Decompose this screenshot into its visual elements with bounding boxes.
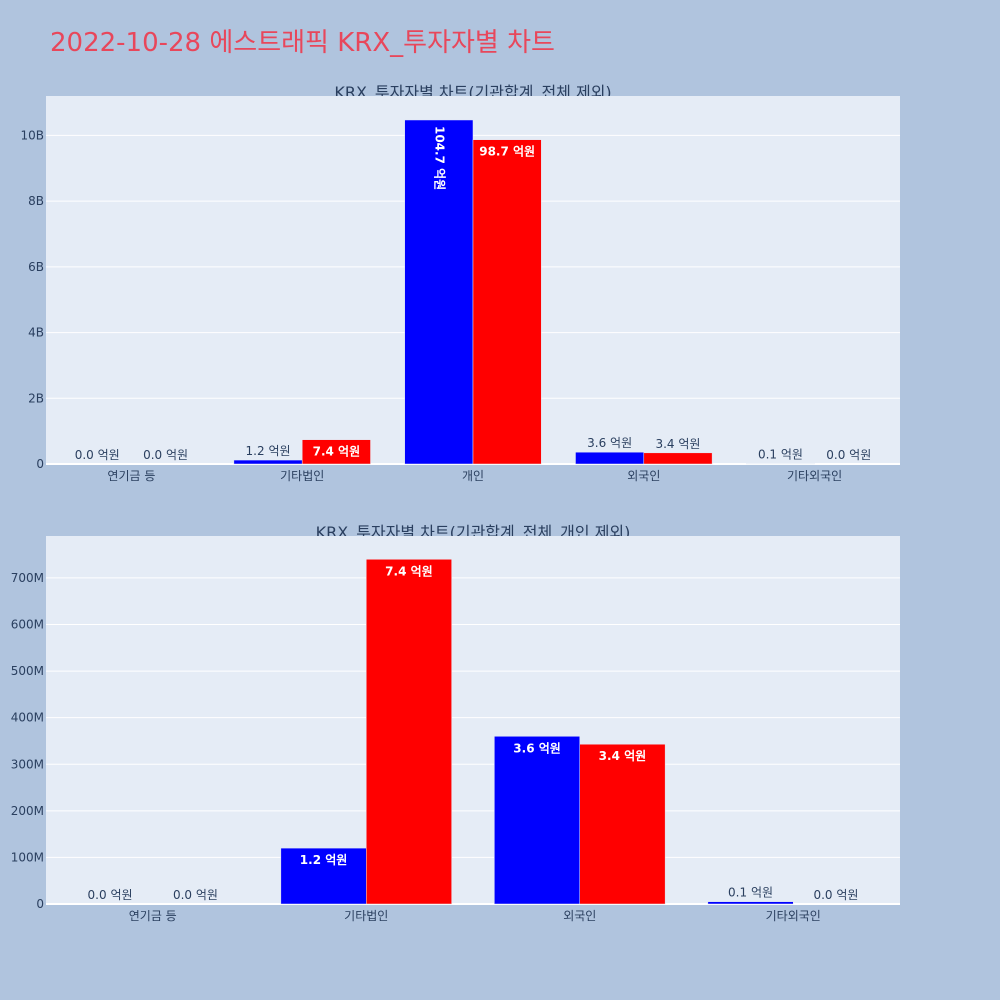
data-label: 98.7 억원: [479, 145, 535, 159]
x-tick-label: 연기금 등: [107, 469, 155, 483]
bar: [301, 439, 371, 465]
bar: [707, 901, 794, 905]
y-tick-label: 10B: [20, 128, 44, 142]
data-label: 0.0 억원: [88, 888, 133, 902]
y-tick-label: 6B: [28, 260, 44, 274]
y-tick-label: 400M: [11, 711, 44, 725]
y-tick-label: 4B: [28, 326, 44, 340]
data-label: 3.4 억원: [599, 749, 647, 763]
data-label: 7.4 억원: [313, 445, 361, 459]
y-tick-label: 0: [36, 457, 44, 471]
bar: [280, 847, 367, 905]
plot-area: [46, 536, 900, 904]
data-label: 3.4 억원: [655, 437, 700, 451]
data-label: 1.2 억원: [246, 444, 291, 458]
x-tick-label: 개인: [462, 469, 484, 483]
bar: [575, 451, 645, 465]
x-tick-label: 외국인: [627, 469, 660, 483]
x-tick-label: 기타외국인: [766, 909, 821, 923]
x-tick-label: 외국인: [563, 909, 596, 923]
bar: [366, 559, 452, 905]
data-label: 3.6 억원: [513, 741, 561, 755]
y-tick-label: 500M: [11, 664, 44, 678]
y-tick-label: 0: [36, 897, 44, 911]
data-label: 7.4 억원: [385, 564, 433, 578]
y-tick-label: 8B: [28, 194, 44, 208]
x-tick-label: 연기금 등: [129, 909, 177, 923]
bar: [472, 139, 542, 465]
bar: [579, 743, 666, 905]
data-label: 1.2 억원: [300, 853, 348, 867]
chart-2: 0 100M 200M 300M 400M 500M 600M 700M 연기금 등 0.0 억원…: [11, 536, 900, 923]
bar: [494, 736, 581, 905]
data-label: 0.0 억원: [173, 888, 218, 902]
y-tick-label: 600M: [11, 618, 44, 632]
y-tick-label: 2B: [28, 391, 44, 405]
x-tick-label: 기타법인: [280, 469, 324, 483]
data-label: 0.1 억원: [758, 448, 803, 462]
y-tick-label: 300M: [11, 757, 44, 771]
data-label: 104.7 억원: [432, 126, 446, 190]
data-label: 3.6 억원: [587, 436, 632, 450]
bar: [233, 459, 303, 465]
data-label: 0.0 억원: [143, 448, 188, 462]
data-label: 0.0 억원: [826, 448, 871, 462]
page-title: 2022-10-28 에스트래픽 KRX_투자자별 차트: [50, 28, 555, 58]
y-tick-label: 200M: [11, 804, 44, 818]
x-tick-label: 기타법인: [344, 909, 388, 923]
data-label: 0.0 억원: [75, 448, 120, 462]
bar: [404, 119, 474, 465]
x-tick-label: 기타외국인: [787, 469, 842, 483]
data-label: 0.0 억원: [813, 888, 858, 902]
y-tick-label: 700M: [11, 571, 44, 585]
y-tick-label: 100M: [11, 850, 44, 864]
bar: [643, 452, 713, 465]
data-label: 0.1 억원: [728, 886, 773, 900]
